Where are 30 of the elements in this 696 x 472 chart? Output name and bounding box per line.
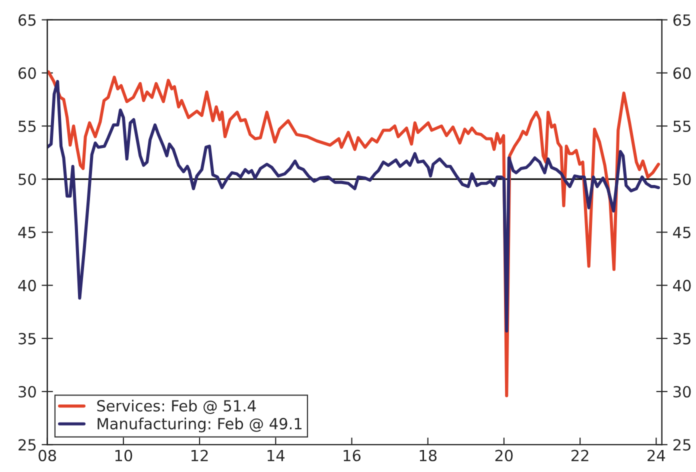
legend-label: Services: Feb @ 51.4	[97, 400, 256, 414]
y2-tick-label: 55	[673, 120, 690, 132]
y-tick-label: 50	[18, 174, 36, 186]
y2-tick-label: 60	[673, 67, 691, 79]
y-tick-label: 55	[18, 120, 36, 132]
y-tick-label: 35	[18, 332, 36, 344]
y2-tick-label: 35	[673, 332, 690, 344]
y2-tick-label: 45	[673, 226, 690, 238]
x-tick-label: 20	[495, 450, 513, 462]
y2-tick-label: 40	[673, 280, 691, 292]
x-tick-label: 24	[648, 450, 666, 462]
x-tick-label: 18	[420, 450, 437, 462]
legend-label: Manufacturing: Feb @ 49.1	[98, 418, 302, 432]
y-tick-label: 40	[18, 280, 36, 292]
y-tick-label: 25	[18, 439, 36, 451]
y-tick-label: 45	[18, 226, 36, 238]
y2-tick-label: 30	[673, 386, 691, 398]
x-tick-label: 22	[571, 450, 588, 462]
y-tick-label: 65	[18, 14, 36, 26]
line-series	[47, 80, 660, 333]
y2-tick-label: 25	[673, 439, 690, 451]
y-tick-label: 60	[18, 67, 36, 79]
y2-tick-label: 50	[673, 174, 691, 186]
y-tick-label: 30	[18, 386, 36, 398]
x-tick-label: 08	[38, 450, 56, 462]
x-tick-label: 10	[115, 450, 132, 462]
x-tick-label: 12	[192, 450, 208, 462]
x-tick-label: 14	[268, 450, 285, 462]
y2-tick-label: 65	[673, 14, 690, 26]
x-tick-label: 16	[344, 450, 361, 462]
